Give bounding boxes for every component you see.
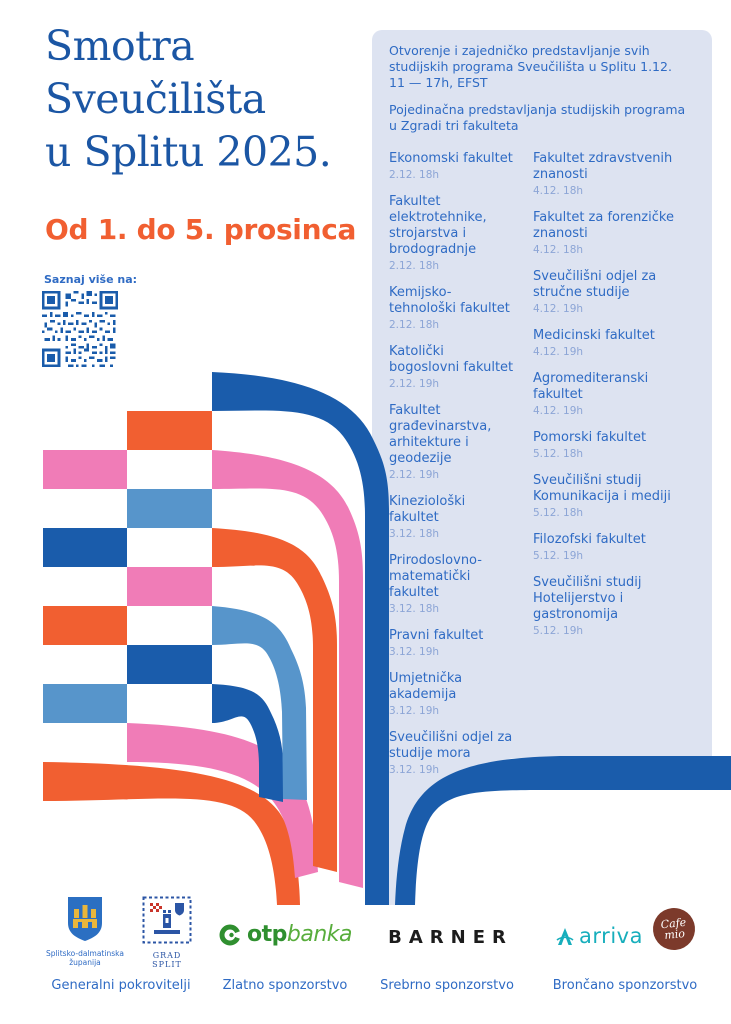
faculty-name: Kineziološki fakultet bbox=[389, 494, 466, 525]
schedule-entry: Sveučilišni odjel za studije mora 3.12. … bbox=[389, 730, 518, 777]
schedule-entry: Kineziološki fakultet 3.12. 18h bbox=[389, 494, 518, 541]
event-time: 3.12. 18h bbox=[389, 528, 440, 540]
otp-bank-logo: otpbanka bbox=[214, 922, 356, 947]
sponsor-label-general: Generalni pokrovitelji bbox=[51, 978, 191, 993]
schedule-entry: Ekonomski fakultet 2.12. 18h bbox=[389, 151, 518, 182]
schedule-column-left: Ekonomski fakultet 2.12. 18h Fakultet el… bbox=[389, 151, 518, 789]
arriva-wordmark: arriva bbox=[579, 924, 643, 948]
checker-grid bbox=[43, 411, 212, 723]
city-name: GRAD SPLIT bbox=[152, 951, 182, 969]
event-time: 2.12. 18h bbox=[389, 319, 440, 331]
event-time: 5.12. 18h bbox=[533, 507, 584, 519]
event-time: 2.12. 19h bbox=[389, 378, 440, 390]
poster-title: Smotra Sveučilišta u Splitu 2025. bbox=[45, 20, 332, 179]
faculty-name: Kemijsko-tehnološki fakultet bbox=[389, 285, 510, 316]
schedule-entry: Pravni fakultet 3.12. 19h bbox=[389, 628, 518, 659]
county-name: Splitsko-dalmatinska županija bbox=[46, 949, 124, 967]
faculty-name: Katolički bogoslovni fakultet bbox=[389, 344, 514, 375]
schedule-entry: Fakultet elektrotehnike, strojarstva i b… bbox=[389, 194, 518, 273]
title-line-1: Smotra bbox=[45, 22, 195, 70]
faculty-name: Filozofski fakultet bbox=[533, 532, 646, 547]
faculty-name: Fakultet elektrotehnike, strojarstva i b… bbox=[389, 194, 487, 257]
event-time: 3.12. 18h bbox=[389, 603, 440, 615]
faculty-name: Prirodoslovno-matematički fakultet bbox=[389, 553, 482, 600]
title-line-2: Sveučilišta bbox=[45, 75, 266, 123]
schedule-panel-background bbox=[372, 30, 712, 758]
sponsor-group-general: Splitsko-dalmatinska županija GRAD SPLIT bbox=[42, 896, 200, 993]
grad-split-stamp-icon bbox=[142, 896, 192, 944]
event-time: 2.12. 18h bbox=[389, 169, 440, 181]
schedule-entry: Umjetnička akademija 3.12. 19h bbox=[389, 671, 518, 718]
sponsor-group-bronze: arriva Cafe mio Brončano sponzorstvo bbox=[542, 896, 708, 993]
city-logo: GRAD SPLIT bbox=[138, 896, 196, 969]
faculty-name: Sveučilišni odjel za stručne studije bbox=[533, 269, 657, 300]
faculty-name: Sveučilišni studij Hotelijerstvo i gastr… bbox=[533, 575, 642, 622]
schedule-entry: Filozofski fakultet 5.12. 19h bbox=[533, 532, 681, 563]
event-time: 5.12. 18h bbox=[533, 448, 584, 460]
qr-label: Saznaj više na: bbox=[44, 273, 138, 286]
barner-logo: BARNER bbox=[388, 927, 513, 948]
schedule-entry: Kemijsko-tehnološki fakultet 2.12. 18h bbox=[389, 285, 518, 332]
faculty-name: Umjetnička akademija bbox=[389, 671, 463, 702]
sponsor-label-bronze: Brončano sponzorstvo bbox=[552, 978, 698, 993]
faculty-name: Sveučilišni odjel za studije mora bbox=[389, 730, 513, 761]
event-time: 3.12. 19h bbox=[389, 764, 440, 776]
event-time: 5.12. 19h bbox=[533, 550, 584, 562]
otp-ring-icon bbox=[219, 924, 242, 945]
otp-wordmark: otpbanka bbox=[246, 922, 353, 947]
sponsor-group-silver: BARNER Srebrno sponzorstvo bbox=[376, 896, 518, 993]
schedule-column-right: Fakultet zdravstvenih znanosti 4.12. 18h… bbox=[533, 151, 681, 789]
event-time: 4.12. 19h bbox=[533, 303, 584, 315]
schedule-entry: Medicinski fakultet 4.12. 19h bbox=[533, 328, 681, 359]
event-time: 4.12. 18h bbox=[533, 244, 584, 256]
event-time: 4.12. 18h bbox=[533, 185, 584, 197]
sponsor-group-gold: otpbanka Zlatno sponzorstvo bbox=[214, 896, 356, 993]
schedule-entry: Fakultet zdravstvenih znanosti 4.12. 18h bbox=[533, 151, 681, 198]
faculty-name: Pomorski fakultet bbox=[533, 430, 647, 445]
event-time: 4.12. 19h bbox=[533, 405, 584, 417]
faculty-name: Medicinski fakultet bbox=[533, 328, 655, 343]
arriva-a-icon bbox=[556, 928, 574, 945]
faculty-name: Fakultet za forenzičke znanosti bbox=[533, 210, 674, 241]
faculty-name: Ekonomski fakultet bbox=[389, 151, 513, 166]
event-time: 4.12. 19h bbox=[533, 346, 584, 358]
schedule-intro-opening: Otvorenje i zajedničko predstavljanje sv… bbox=[389, 43, 672, 90]
schedule-entry: Agromediteranski fakultet 4.12. 19h bbox=[533, 371, 681, 418]
faculty-name: Agromediteranski fakultet bbox=[533, 371, 649, 402]
county-logo: Splitsko-dalmatinska županija bbox=[46, 896, 124, 967]
cafe-mio-logo: Cafe mio bbox=[650, 905, 698, 953]
schedule-entry: Pomorski fakultet 5.12. 18h bbox=[533, 430, 681, 461]
arriva-logo: arriva bbox=[555, 924, 643, 948]
faculty-name: Fakultet građevinarstva, arhitekture i g… bbox=[389, 403, 492, 466]
county-coat-of-arms-icon bbox=[68, 897, 102, 941]
schedule-entry: Sveučilišni odjel za stručne studije 4.1… bbox=[533, 269, 681, 316]
poster-dates: Od 1. do 5. prosinca bbox=[45, 213, 357, 246]
schedule-intro-individual: Pojedinačna predstavljanja studijskih pr… bbox=[389, 102, 686, 133]
event-time: 3.12. 19h bbox=[389, 705, 440, 717]
schedule-panel: Otvorenje i zajedničko predstavljanje sv… bbox=[372, 30, 712, 789]
schedule-entry: Sveučilišni studij Hotelijerstvo i gastr… bbox=[533, 575, 681, 638]
page-bands bbox=[43, 372, 389, 905]
schedule-entry: Fakultet građevinarstva, arhitekture i g… bbox=[389, 403, 518, 482]
event-time: 2.12. 18h bbox=[389, 260, 440, 272]
faculty-name: Pravni fakultet bbox=[389, 628, 484, 643]
event-time: 5.12. 19h bbox=[533, 625, 584, 637]
qr-code-icon bbox=[42, 291, 118, 367]
schedule-entry: Fakultet za forenzičke znanosti 4.12. 18… bbox=[533, 210, 681, 257]
sponsor-label-gold: Zlatno sponzorstvo bbox=[222, 978, 348, 993]
schedule-entry: Katolički bogoslovni fakultet 2.12. 19h bbox=[389, 344, 518, 391]
faculty-name: Sveučilišni studij Komunikacija i mediji bbox=[533, 473, 671, 504]
faculty-name: Fakultet zdravstvenih znanosti bbox=[533, 151, 673, 182]
schedule-entry: Sveučilišni studij Komunikacija i mediji… bbox=[533, 473, 681, 520]
sponsors-footer: Splitsko-dalmatinska županija GRAD SPLIT bbox=[0, 896, 731, 1021]
sponsor-label-silver: Srebrno sponzorstvo bbox=[380, 978, 514, 993]
event-time: 3.12. 19h bbox=[389, 646, 440, 658]
event-time: 2.12. 19h bbox=[389, 469, 440, 481]
schedule-entry: Prirodoslovno-matematički fakultet 3.12.… bbox=[389, 553, 518, 616]
title-line-3: u Splitu 2025. bbox=[45, 128, 332, 176]
